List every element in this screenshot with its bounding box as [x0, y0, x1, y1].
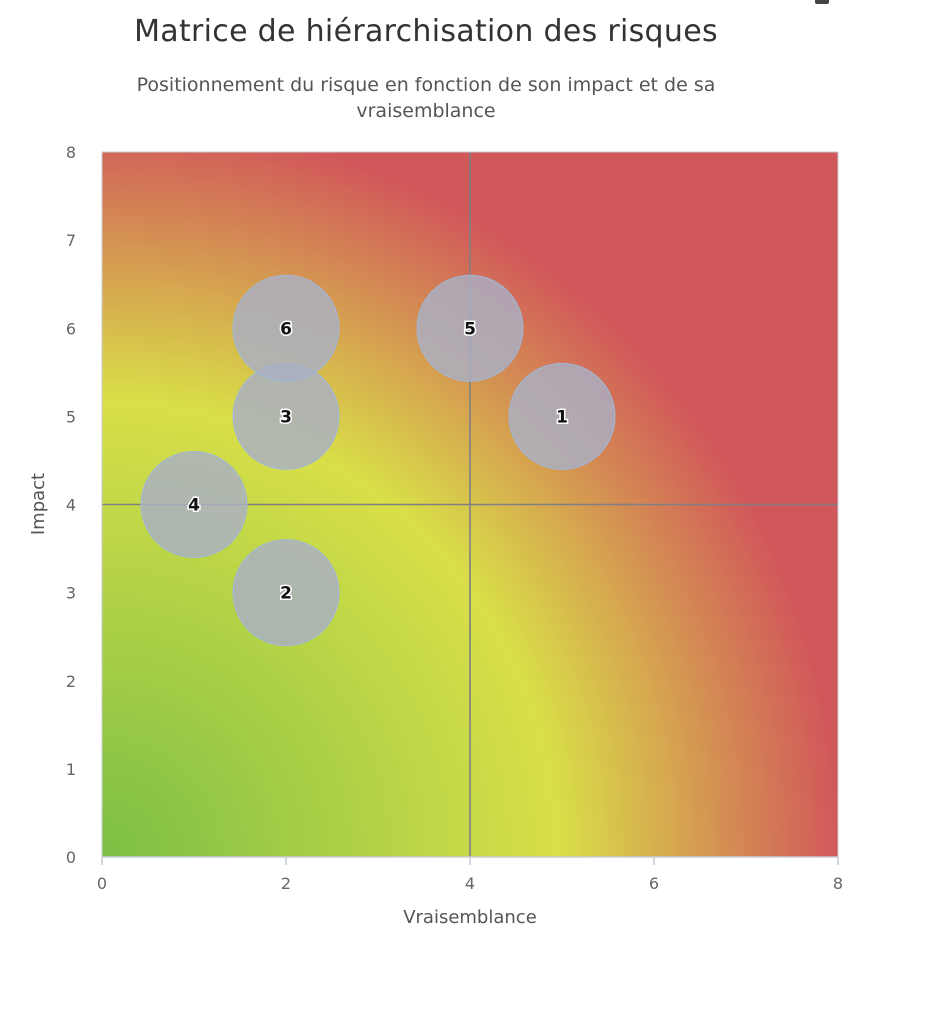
x-tick-label: 2 [281, 874, 291, 893]
risk-bubble-1[interactable]: 1 [508, 362, 616, 470]
bubble-label: 4 [188, 496, 200, 516]
bubble-circle[interactable] [508, 362, 616, 470]
x-axis-title: Vraisemblance [403, 907, 537, 928]
y-tick-label: 3 [66, 584, 76, 603]
y-tick-label: 7 [66, 231, 76, 250]
chart-subtitle: Positionnement du risque en fonction de … [136, 74, 716, 122]
risk-bubble-3[interactable]: 3 [232, 362, 340, 470]
bubble-circle[interactable] [140, 451, 248, 558]
y-tick-label: 4 [66, 496, 76, 515]
y-tick-label: 1 [66, 760, 76, 779]
bubble-label: 6 [280, 319, 292, 339]
risk-bubble-5[interactable]: 5 [416, 274, 524, 382]
risk-bubble-2[interactable]: 2 [232, 539, 340, 647]
chart-title: Matrice de hiérarchisation des risques [134, 14, 718, 49]
bubble-circle[interactable] [416, 274, 524, 382]
y-tick-label: 5 [66, 407, 76, 426]
bubble-label: 3 [280, 407, 292, 427]
x-tick-label: 8 [833, 874, 843, 893]
x-tick-label: 4 [465, 874, 475, 893]
y-tick-label: 2 [66, 672, 76, 691]
y-tick-label: 0 [66, 848, 76, 867]
y-tick-label: 8 [66, 143, 76, 162]
export-menu-icon[interactable] [815, 0, 829, 4]
bubble-circle[interactable] [232, 274, 340, 382]
x-tick-label: 6 [649, 874, 659, 893]
bubble-label: 2 [280, 584, 292, 604]
risk-bubble-4[interactable]: 4 [140, 451, 248, 558]
x-tick-label: 0 [97, 874, 107, 893]
bubble-circle[interactable] [232, 539, 340, 647]
y-axis-title: Impact [28, 473, 49, 535]
risk-bubble-6[interactable]: 6 [232, 274, 340, 382]
bubble-label: 5 [464, 319, 476, 339]
y-tick-label: 6 [66, 319, 76, 338]
bubble-label: 1 [556, 407, 568, 427]
